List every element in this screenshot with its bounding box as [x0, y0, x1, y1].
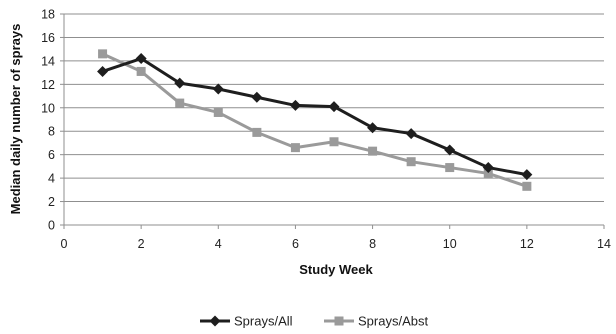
- y-tick-label: 12: [41, 78, 55, 92]
- y-tick-label: 6: [48, 148, 55, 162]
- y-tick-label: 18: [41, 8, 55, 22]
- data-point: [252, 127, 262, 137]
- data-point: [290, 143, 300, 153]
- series-line: [101, 52, 528, 188]
- x-tick-label: 0: [61, 237, 68, 251]
- y-tick-label: 10: [41, 101, 55, 115]
- data-point: [213, 107, 223, 117]
- data-point: [367, 122, 379, 134]
- data-point: [483, 168, 493, 178]
- series-line: [102, 57, 528, 177]
- series-group: [97, 49, 533, 191]
- data-point: [368, 146, 378, 156]
- legend-swatch-marker: [334, 316, 344, 326]
- series-sprays-all: [97, 53, 533, 181]
- y-tick-label: 8: [48, 125, 55, 139]
- data-point: [97, 65, 109, 77]
- data-point: [174, 77, 186, 89]
- y-tick-label: 2: [48, 195, 55, 209]
- y-tick-label: 0: [48, 219, 55, 233]
- data-point: [482, 162, 494, 174]
- y-tick-label: 16: [41, 31, 55, 45]
- x-tick-label: 10: [443, 237, 457, 251]
- legend-item: Sprays/All: [200, 314, 293, 329]
- data-point: [444, 144, 456, 156]
- legend-swatch-marker: [209, 315, 221, 327]
- axes: 0 2 4 6 8 10 12 14 16 18 0 2 4 6 8 10 12 14: [41, 8, 611, 252]
- data-point: [445, 163, 455, 173]
- data-point: [251, 91, 263, 103]
- data-point: [135, 53, 147, 65]
- data-point: [175, 98, 185, 108]
- data-point: [289, 99, 301, 111]
- x-tick-label: 14: [597, 237, 611, 251]
- data-point: [405, 128, 417, 140]
- data-point: [136, 66, 146, 76]
- y-tick-label: 4: [48, 172, 55, 186]
- data-point: [406, 157, 416, 167]
- x-axis-title: Study Week: [299, 262, 373, 277]
- data-point: [329, 137, 339, 147]
- x-tick-label: 8: [369, 237, 376, 251]
- legend-label: Sprays/Abst: [358, 314, 428, 329]
- legend-item: Sprays/Abst: [324, 314, 428, 329]
- legend-label: Sprays/All: [234, 314, 293, 329]
- data-point: [212, 83, 224, 95]
- y-tick-label: 14: [41, 54, 55, 68]
- series-sprays-abst: [98, 49, 532, 191]
- data-point: [521, 169, 533, 181]
- x-tick-label: 6: [292, 237, 299, 251]
- y-axis-title: Median daily number of sprays: [8, 24, 23, 215]
- x-tick-label: 4: [215, 237, 222, 251]
- data-point: [328, 101, 340, 113]
- data-point: [98, 49, 108, 59]
- x-tick-label: 2: [138, 237, 145, 251]
- data-point: [522, 181, 532, 191]
- legend: Sprays/All Sprays/Abst: [200, 314, 428, 329]
- x-tick-label: 12: [520, 237, 534, 251]
